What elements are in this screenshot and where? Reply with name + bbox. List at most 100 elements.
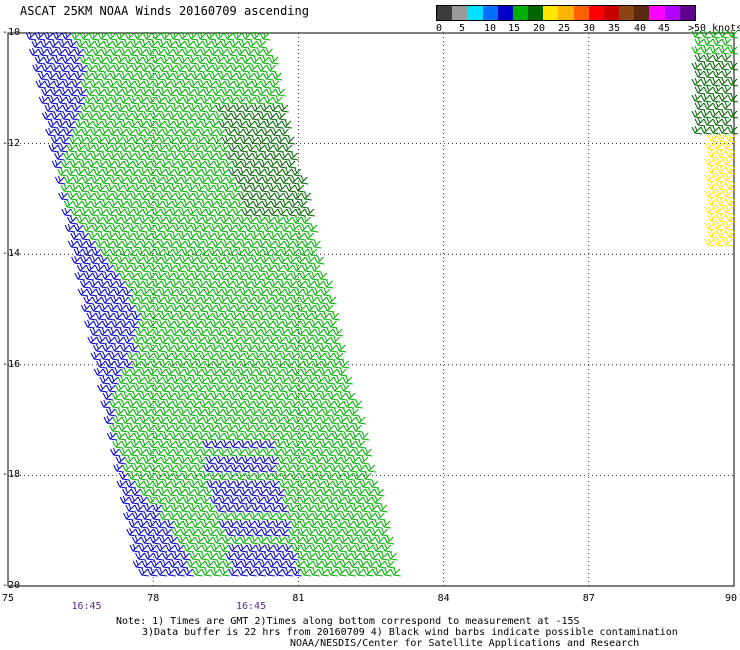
wind-barb: [125, 103, 136, 113]
wind-barb: [185, 63, 196, 73]
wind-barb: [140, 311, 151, 321]
wind-barb: [155, 343, 167, 353]
wind-barb: [348, 407, 360, 417]
wind-barb: [158, 511, 170, 521]
wind-barb: [148, 263, 160, 273]
legend-unit-label: >50 knots: [688, 23, 740, 34]
wind-barb: [119, 95, 131, 105]
wind-barb: [251, 303, 263, 313]
wind-barb: [272, 447, 283, 457]
wind-barb: [179, 479, 191, 489]
wind-barb: [240, 559, 252, 569]
wind-barb: [184, 263, 196, 273]
wind-barb: [107, 303, 119, 313]
wind-barb: [162, 375, 173, 385]
wind-barb: [233, 503, 244, 513]
wind-barb: [243, 199, 255, 209]
wind-barb: [82, 71, 94, 81]
wind-barb: [111, 319, 122, 329]
wind-barb: [324, 527, 335, 537]
wind-barb: [247, 215, 258, 225]
wind-barb: [191, 295, 202, 305]
wind-barb: [265, 439, 276, 449]
wind-barb: [298, 223, 310, 233]
wind-barb: [372, 543, 383, 553]
wind-barb: [112, 439, 123, 449]
wind-barb: [143, 255, 154, 265]
wind-barb: [144, 375, 155, 385]
wind-barb: [167, 535, 179, 545]
wind-barb: [718, 61, 730, 71]
wind-barb: [159, 407, 171, 417]
wind-barb: [152, 327, 164, 337]
wind-barb: [286, 231, 297, 241]
wind-barb: [154, 247, 166, 257]
wind-barb: [184, 191, 195, 201]
wind-barb: [327, 367, 339, 377]
wind-barb: [227, 271, 238, 281]
wind-barb: [266, 511, 278, 521]
wind-barb: [194, 463, 205, 473]
wind-barb: [84, 143, 95, 153]
wind-barb: [174, 319, 185, 329]
wind-barb: [279, 375, 290, 385]
wind-barb: [338, 535, 350, 545]
wind-barb: [323, 303, 335, 313]
wind-barb: [251, 503, 262, 513]
wind-barb: [259, 431, 271, 441]
wind-barb: [236, 295, 247, 305]
wind-barb: [324, 351, 336, 361]
wind-barb: [285, 335, 296, 345]
wind-barb: [140, 487, 151, 497]
wind-barb: [168, 407, 180, 417]
wind-barb: [140, 63, 151, 73]
wind-barb: [73, 223, 85, 233]
wind-barb: [302, 535, 314, 545]
wind-barb: [104, 111, 116, 121]
wind-barb: [310, 263, 322, 273]
wind-barb: [227, 343, 239, 353]
wind-barb: [694, 85, 706, 95]
wind-barb: [202, 191, 213, 201]
wind-barb: [137, 119, 149, 129]
legend-tick-label: 10: [484, 23, 497, 34]
wind-barb: [182, 295, 193, 305]
legend-swatch: [588, 6, 604, 20]
wind-barb: [105, 159, 117, 169]
wind-barb: [210, 391, 222, 401]
wind-barb: [289, 423, 300, 433]
wind-barb: [128, 47, 139, 57]
wind-barb: [317, 519, 329, 529]
wind-barb: [329, 535, 341, 545]
wind-barb: [347, 463, 358, 473]
wind-barb: [314, 479, 326, 489]
wind-barb: [154, 71, 166, 81]
wind-barb: [225, 175, 237, 185]
wind-barb: [116, 303, 128, 313]
wind-barb: [180, 527, 191, 537]
wind-barb: [168, 335, 179, 345]
wind-barb: [278, 103, 289, 113]
wind-barb: [166, 215, 177, 225]
wind-barb: [725, 149, 737, 159]
wind-barb: [138, 143, 149, 153]
wind-barb: [192, 143, 203, 153]
wind-barb: [256, 239, 268, 249]
wind-barb: [234, 199, 246, 209]
wind-barb: [83, 295, 94, 305]
wind-barb: [103, 415, 115, 425]
wind-barb: [157, 239, 169, 249]
wind-barb: [316, 423, 327, 433]
wind-barb: [41, 111, 53, 121]
wind-barb: [718, 77, 730, 87]
wind-barb: [716, 197, 728, 207]
wind-barb: [132, 183, 144, 193]
wind-barb: [260, 79, 272, 89]
wind-barb: [700, 45, 712, 55]
wind-barb: [146, 343, 158, 353]
wind-barb: [76, 215, 87, 225]
wind-barb: [173, 47, 184, 57]
wind-barb: [300, 367, 312, 377]
wind-barb: [722, 173, 734, 183]
wind-barb: [275, 535, 287, 545]
